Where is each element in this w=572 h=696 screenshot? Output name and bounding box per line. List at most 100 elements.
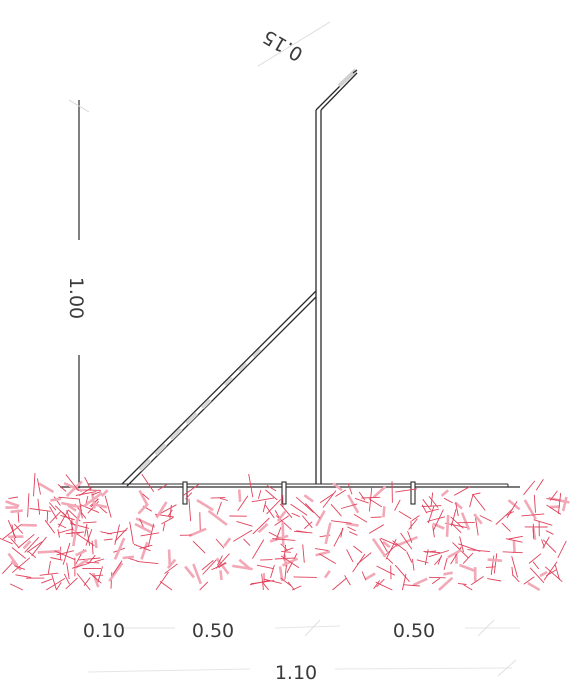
soil-hatch-stroke bbox=[528, 553, 542, 564]
soil-hatch-stroke bbox=[210, 497, 226, 499]
soil-hatch-stroke bbox=[164, 563, 178, 575]
dim-tick-3 bbox=[477, 619, 495, 637]
soil-hatch-stroke bbox=[65, 577, 78, 590]
soil-hatch-stroke bbox=[490, 555, 495, 575]
soil-hatch-stroke bbox=[406, 551, 413, 563]
soil-hatch-stroke bbox=[533, 494, 536, 513]
total-width-label: 1.10 bbox=[275, 662, 317, 684]
soil-hatch-stroke bbox=[155, 501, 168, 519]
soil-hatch-stroke bbox=[527, 581, 541, 592]
soil-hatch-stroke bbox=[394, 564, 410, 582]
soil-hatch-stroke bbox=[26, 541, 43, 553]
soil-hatch-stroke bbox=[182, 484, 199, 496]
soil-hatch-stroke bbox=[49, 506, 58, 520]
soil-hatch-stroke bbox=[91, 572, 100, 588]
soil-hatch-stroke bbox=[22, 540, 32, 550]
soil-hatch-stroke bbox=[80, 504, 100, 514]
soil-hatch-stroke bbox=[216, 501, 222, 515]
soil-hatch-stroke bbox=[10, 509, 23, 514]
soil-hatch-stroke bbox=[15, 574, 32, 578]
soil-hatch-stroke bbox=[134, 522, 152, 534]
soil-hatch-stroke bbox=[185, 492, 193, 500]
soil-hatch-stroke bbox=[184, 565, 196, 579]
soil-hatch-stroke bbox=[472, 492, 481, 496]
soil-hatch-stroke bbox=[539, 570, 548, 578]
soil-hatch-stroke bbox=[302, 544, 305, 563]
soil-hatch-stroke bbox=[58, 528, 73, 534]
soil-hatch-stroke bbox=[141, 473, 155, 493]
soil-hatch-stroke bbox=[428, 576, 446, 579]
soil-hatch-stroke bbox=[94, 558, 105, 563]
soil-hatch-stroke bbox=[10, 560, 22, 571]
soil-hatch-stroke bbox=[335, 489, 347, 497]
soil-hatch-stroke bbox=[135, 517, 156, 529]
soil-hatch-stroke bbox=[269, 534, 289, 543]
soil-hatch-stroke bbox=[319, 493, 335, 503]
soil-hatch-stroke bbox=[24, 536, 40, 553]
soil-hatch-stroke bbox=[332, 578, 347, 591]
soil-hatch-stroke bbox=[376, 565, 396, 576]
soil-hatch-stroke bbox=[293, 576, 317, 578]
soil-hatch-stroke bbox=[323, 570, 331, 579]
soil-hatch-stroke bbox=[341, 503, 358, 509]
soil-hatch-stroke bbox=[252, 517, 270, 535]
soil-hatch-stroke bbox=[51, 574, 57, 591]
soil-hatch-stroke bbox=[401, 573, 407, 591]
soil-hatch-stroke bbox=[287, 581, 295, 591]
soil-hatch-stroke bbox=[257, 522, 269, 534]
soil-hatch-stroke bbox=[8, 496, 18, 500]
soil-hatch-stroke bbox=[344, 575, 351, 586]
soil-hatch-stroke bbox=[421, 504, 428, 514]
soil-hatch-stroke bbox=[408, 518, 418, 530]
soil-hatch-stroke bbox=[371, 537, 387, 558]
soil-hatch-stroke bbox=[65, 474, 80, 492]
soil-hatch-stroke bbox=[276, 510, 287, 522]
soil-hatch-stroke bbox=[232, 564, 253, 571]
soil-hatch-stroke bbox=[122, 555, 135, 560]
soil-hatch-stroke bbox=[219, 570, 223, 581]
soil-hatch-stroke bbox=[217, 555, 223, 566]
soil-hatch-stroke bbox=[74, 532, 95, 547]
soil-hatch-stroke bbox=[353, 514, 368, 523]
soil-hatch-stroke bbox=[411, 558, 415, 571]
soil-hatch-stroke bbox=[296, 530, 307, 533]
soil-hatch-stroke bbox=[557, 492, 562, 514]
soil-hatch-stroke bbox=[85, 561, 100, 564]
soil-hatch-stroke bbox=[382, 540, 391, 549]
soil-hatch-stroke bbox=[236, 520, 253, 527]
soil-hatch-stroke bbox=[274, 510, 281, 519]
soil-hatch-stroke bbox=[257, 490, 262, 499]
soil-hatch-stroke bbox=[290, 503, 308, 516]
soil-hatch-stroke bbox=[188, 527, 207, 538]
soil-hatch-stroke bbox=[196, 498, 214, 512]
soil-hatch-stroke bbox=[219, 497, 229, 501]
soil-hatch-stroke bbox=[280, 577, 292, 587]
soil-hatch-stroke bbox=[382, 506, 386, 518]
soil-hatch-stroke bbox=[155, 571, 169, 590]
soil-hatch-stroke bbox=[1, 562, 14, 575]
soil-hatch-stroke bbox=[243, 538, 251, 547]
soil-hatch-stroke bbox=[485, 566, 496, 568]
soil-hatch-stroke bbox=[87, 554, 96, 565]
soil-hatch-stroke bbox=[512, 574, 520, 583]
soil-hatch-stroke bbox=[487, 578, 502, 582]
soil-hatch-stroke bbox=[315, 510, 326, 527]
soil-hatch-stroke bbox=[107, 529, 127, 535]
soil-hatch-stroke bbox=[347, 494, 360, 514]
soil-hatch-stroke bbox=[11, 557, 31, 574]
soil-hatch-stroke bbox=[455, 502, 459, 517]
soil-hatch-stroke bbox=[542, 539, 557, 553]
soil-hatch-stroke bbox=[285, 547, 294, 552]
soil-hatch-stroke bbox=[100, 489, 109, 498]
soil-hatch-stroke bbox=[251, 497, 275, 503]
soil-hatch-stroke bbox=[281, 550, 291, 553]
soil-hatch-stroke bbox=[63, 573, 70, 585]
soil-hatch-stroke bbox=[108, 562, 124, 582]
soil-hatch-stroke bbox=[432, 509, 444, 532]
soil-hatch-stroke bbox=[58, 496, 80, 500]
soil-hatch-stroke bbox=[60, 514, 75, 521]
soil-hatch-stroke bbox=[453, 485, 471, 496]
soil-hatch-stroke bbox=[266, 485, 277, 492]
soil-hatch-stroke bbox=[114, 524, 120, 545]
soil-hatch-stroke bbox=[346, 549, 354, 563]
